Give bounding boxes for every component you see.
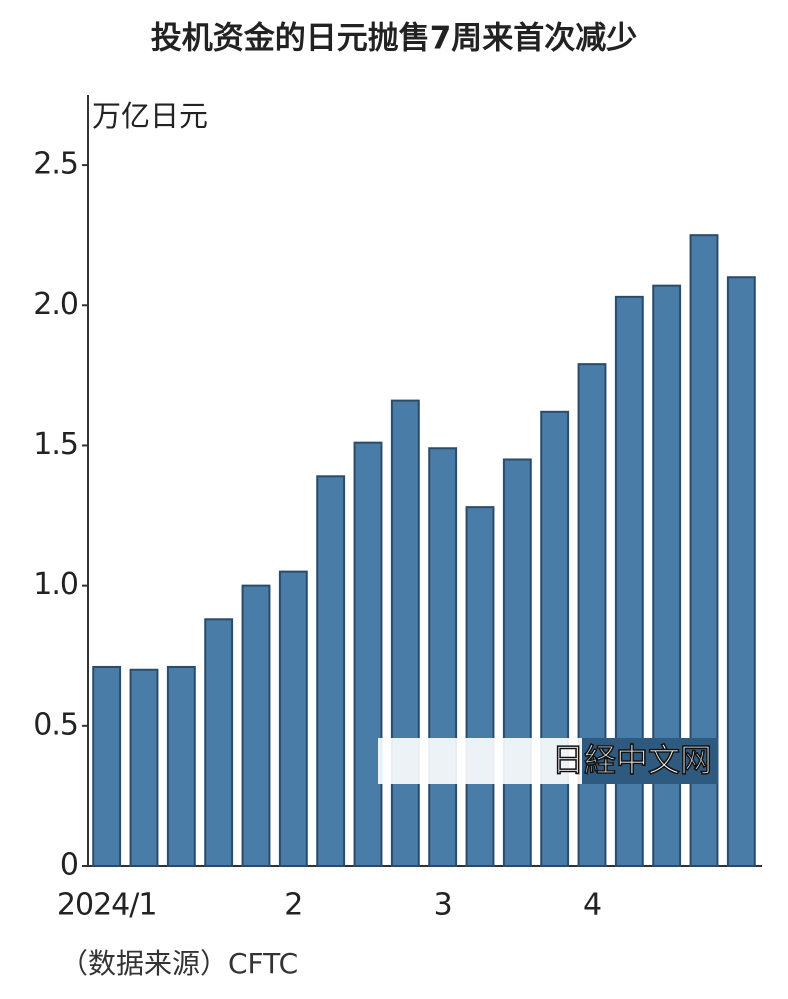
bar (577, 363, 607, 867)
x-tick-label: 2 (284, 888, 302, 923)
bar (241, 584, 271, 867)
x-tick-label: 3 (434, 888, 452, 923)
bar (726, 276, 756, 867)
x-tick-label: 4 (583, 888, 601, 923)
y-tick-label: 2.5 (33, 147, 78, 182)
bar (540, 410, 570, 867)
y-tick-label: 0 (60, 848, 78, 883)
y-axis-label: 万亿日元 (92, 99, 208, 133)
x-tick-label: 2024/1 (57, 888, 157, 923)
bar (166, 665, 196, 868)
y-tick-label: 0.5 (33, 707, 78, 742)
watermark-box-dark (582, 738, 718, 784)
bar (316, 475, 346, 867)
source: （数据来源）CFTC (60, 947, 298, 980)
bar (92, 665, 122, 868)
bar (502, 458, 532, 867)
bar (390, 399, 420, 867)
bar (428, 447, 458, 867)
y-tick-label: 2.0 (33, 287, 78, 322)
bar (465, 506, 495, 867)
y-tick-label: 1.5 (33, 427, 78, 462)
bar (353, 441, 383, 867)
y-tick-label: 1.0 (33, 567, 78, 602)
chart-title: 投机资金的日元抛售7周来首次减少 (151, 21, 638, 57)
bar (278, 570, 308, 867)
bar (129, 668, 159, 868)
bar (204, 618, 234, 868)
watermark: 日経中文网 (552, 741, 712, 779)
